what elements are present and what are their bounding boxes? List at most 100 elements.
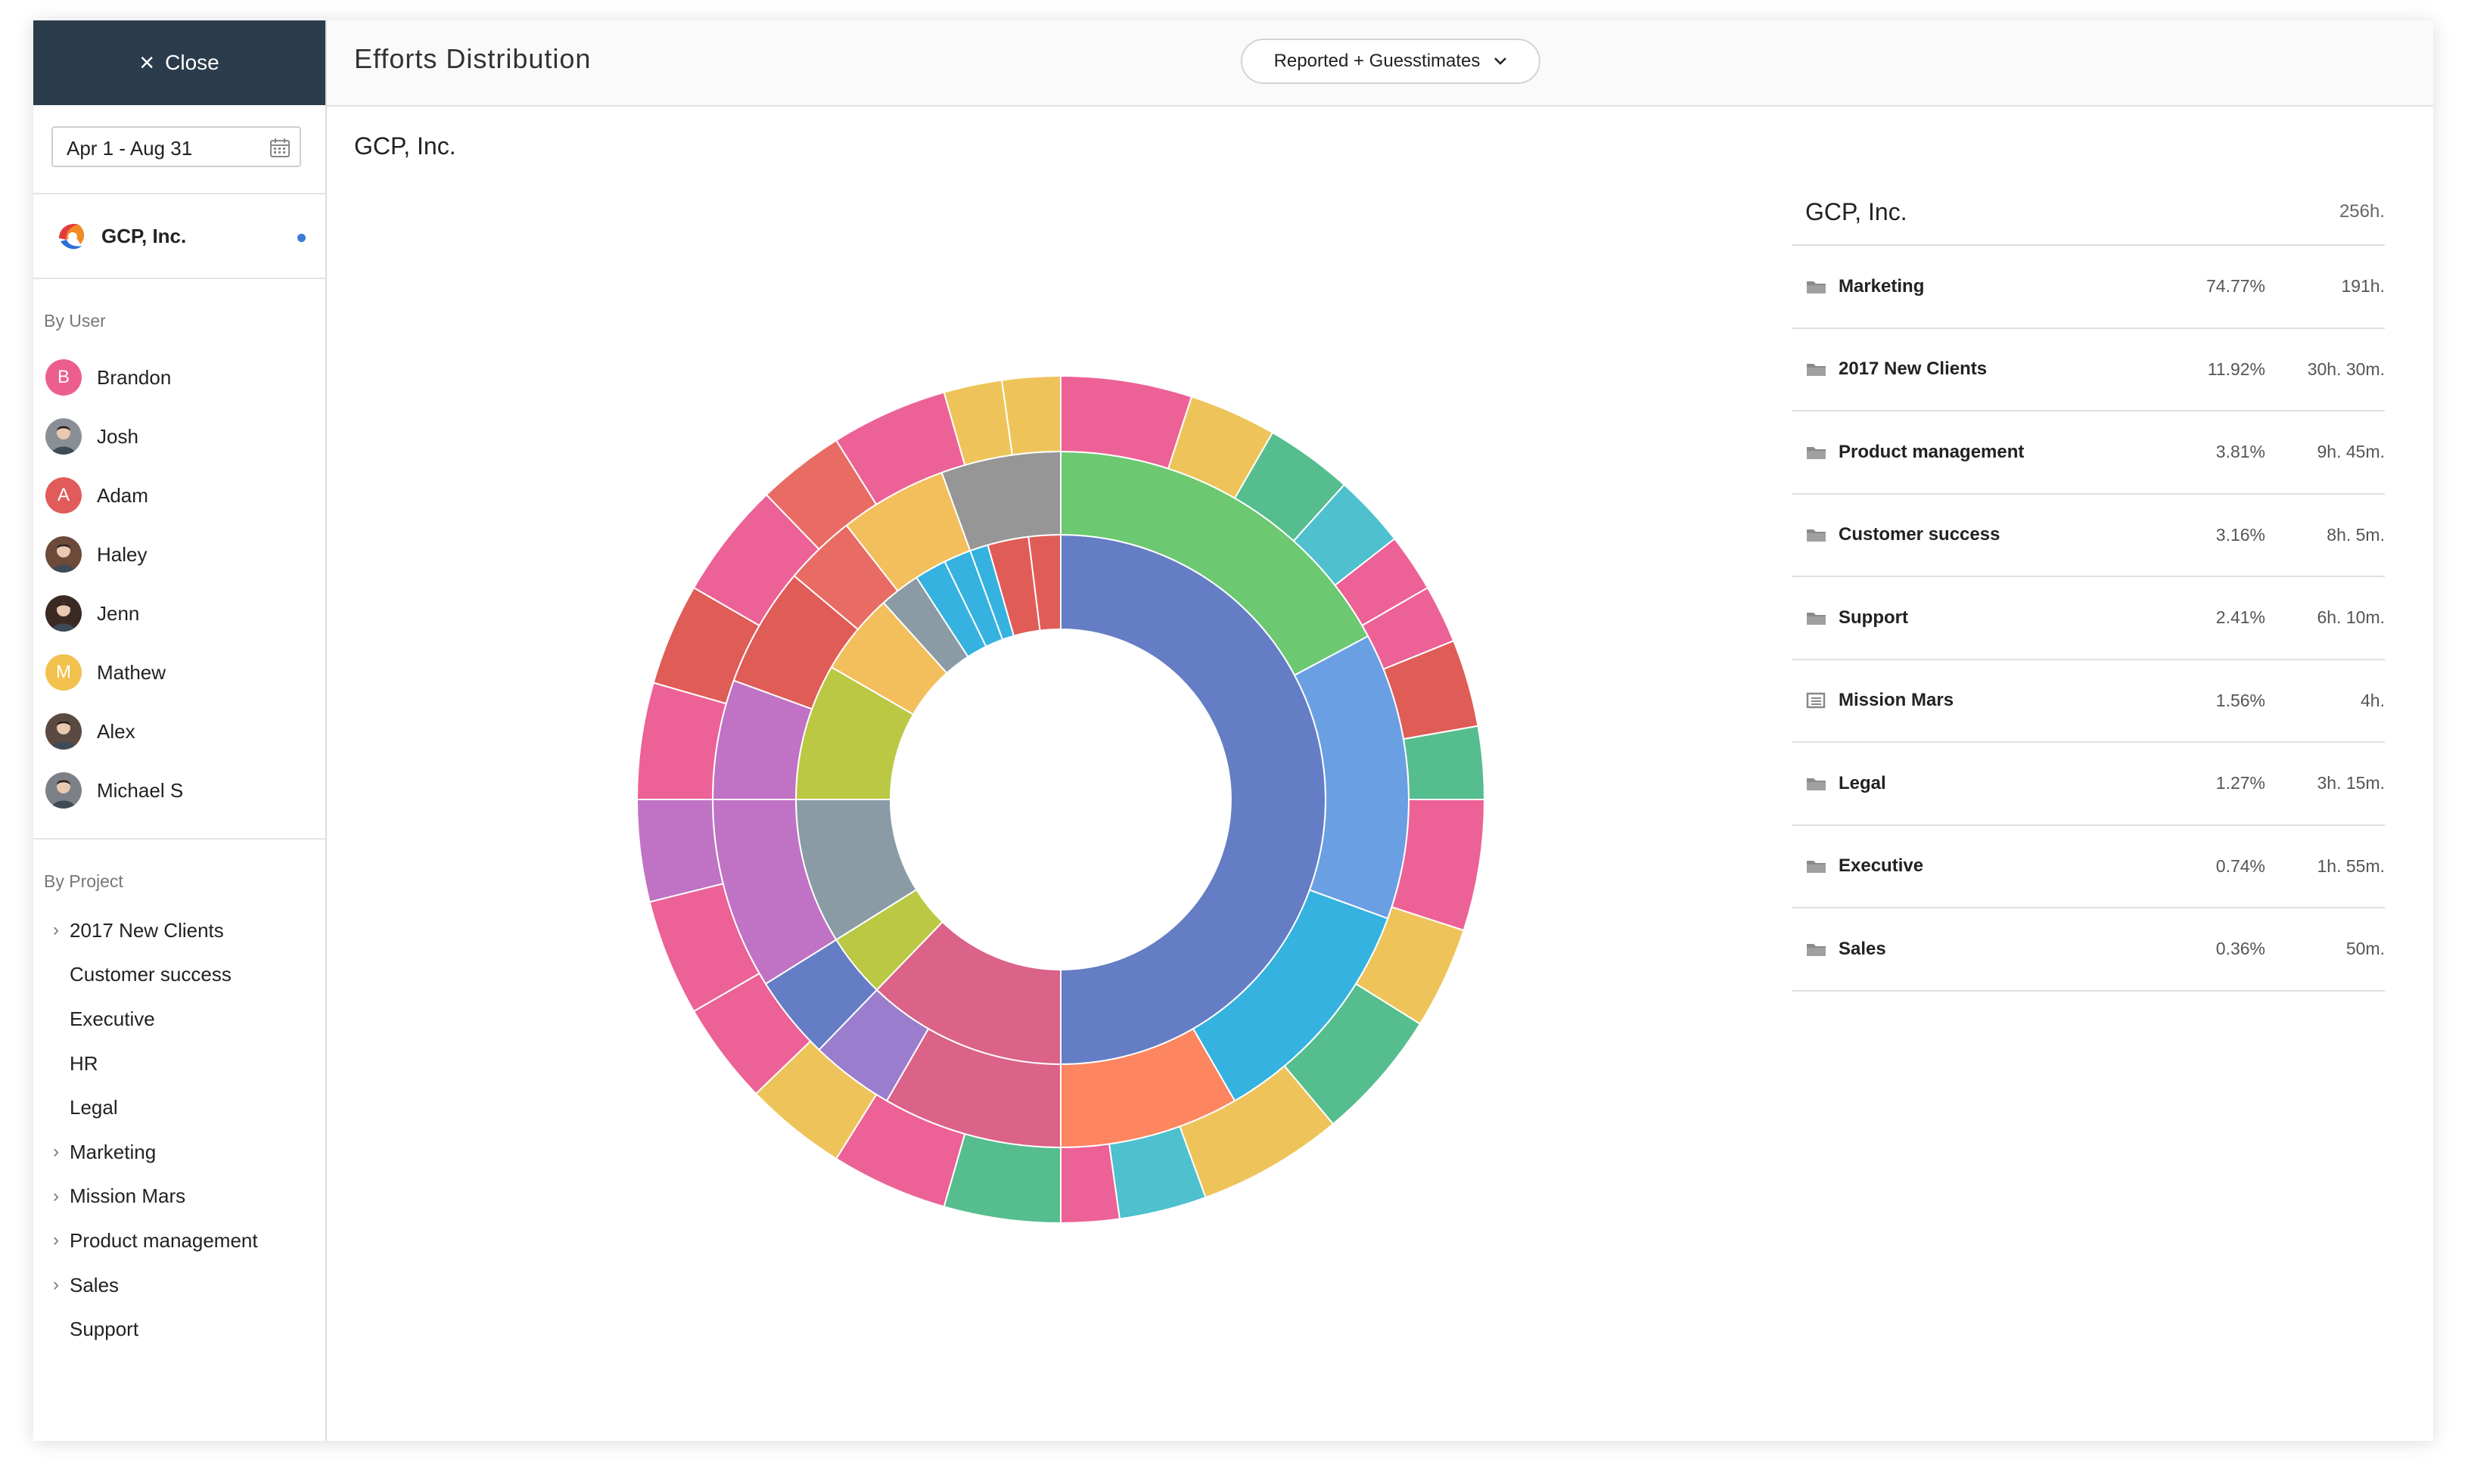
user-photo-avatar — [45, 713, 82, 750]
user-item[interactable]: Alex — [33, 702, 325, 761]
chevron-right-icon[interactable]: › — [53, 920, 59, 941]
project-percent: 0.74% — [2215, 855, 2265, 876]
date-section: Apr 1 - Aug 31 — [33, 105, 325, 194]
user-item[interactable]: Josh — [33, 407, 325, 466]
user-item[interactable]: Michael S — [33, 761, 325, 820]
folder-icon — [1807, 529, 1826, 542]
project-item[interactable]: ›Executive — [33, 997, 325, 1042]
user-name: Haley — [97, 542, 148, 566]
close-button[interactable]: × Close — [33, 20, 325, 105]
main-panel: Efforts Distribution Reported + Guesstim… — [327, 20, 2433, 1441]
project-name: Support — [70, 1318, 139, 1341]
project-item[interactable]: ›Customer success — [33, 953, 325, 998]
summary-title: GCP, Inc. — [1805, 197, 1907, 225]
project-label: Support — [1839, 607, 1908, 628]
summary-row[interactable]: 2017 New Clients 11.92% 30h. 30m. — [1792, 329, 2385, 411]
summary-list: GCP, Inc. 256h. Marketing 74.77% 191h. 2017… — [1792, 179, 2385, 992]
summary-row[interactable]: Mission Mars 1.56% 4h. — [1792, 660, 2385, 743]
mode-dropdown-label: Reported + Guesstimates — [1273, 51, 1481, 71]
project-percent: 1.56% — [2215, 690, 2265, 710]
summary-row[interactable]: Sales 0.36% 50m. — [1792, 908, 2385, 992]
user-name: Jenn — [97, 601, 140, 625]
active-indicator — [297, 234, 306, 242]
page-title: Efforts Distribution — [354, 43, 592, 74]
chevron-right-icon[interactable]: › — [53, 1141, 59, 1163]
sunburst-segment[interactable] — [1000, 374, 1062, 456]
project-percent: 0.36% — [2215, 939, 2265, 959]
project-name: Product management — [70, 1228, 258, 1252]
user-initial-avatar: A — [45, 477, 82, 514]
calendar-icon[interactable] — [269, 137, 291, 158]
summary-rows: Marketing 74.77% 191h. 2017 New Clients 11.9… — [1792, 246, 2385, 992]
close-icon: × — [139, 48, 155, 77]
chart-heading: GCP, Inc. — [354, 132, 456, 160]
project-label: Legal — [1839, 772, 1886, 793]
project-hours: 50m. — [2345, 939, 2385, 959]
summary-header: GCP, Inc. 256h. — [1792, 179, 2385, 246]
project-label: Executive — [1839, 855, 1924, 877]
chevron-right-icon[interactable]: › — [53, 1230, 59, 1251]
summary-row[interactable]: Legal 1.27% 3h. 15m. — [1792, 743, 2385, 826]
project-name: 2017 New Clients — [70, 918, 224, 942]
summary-row[interactable]: Executive 0.74% 1h. 55m. — [1792, 826, 2386, 908]
summary-row[interactable]: Support 2.41% 6h. 10m. — [1792, 577, 2385, 660]
app-window: × Close Apr 1 - Aug 31 — [33, 20, 2433, 1441]
project-hours: 1h. 55m. — [2317, 855, 2386, 876]
user-initial-avatar: M — [45, 654, 82, 691]
user-item[interactable]: A Adam — [33, 466, 325, 525]
user-item[interactable]: Jenn — [33, 584, 325, 643]
chevron-right-icon[interactable]: › — [53, 1274, 59, 1296]
user-item[interactable]: M Mathew — [33, 643, 325, 702]
folder-icon — [1807, 612, 1826, 625]
sunburst-segment[interactable] — [1402, 725, 1486, 800]
summary-row[interactable]: Product management 3.81% 9h. 45m. — [1792, 411, 2385, 495]
project-percent: 3.16% — [2215, 524, 2265, 545]
project-name: Executive — [70, 1007, 155, 1030]
project-item[interactable]: › Product management — [33, 1219, 325, 1263]
project-item[interactable]: ›Support — [33, 1307, 325, 1352]
list-icon — [1806, 693, 1826, 709]
project-name: Sales — [70, 1273, 120, 1296]
sunburst-chart — [636, 374, 1486, 1225]
folder-icon — [1807, 446, 1826, 459]
project-label: Customer success — [1839, 524, 2000, 545]
user-name: Mathew — [97, 660, 166, 684]
summary-total: 256h. — [2339, 201, 2385, 222]
mode-dropdown[interactable]: Reported + Guesstimates — [1241, 39, 1540, 84]
project-percent: 2.41% — [2215, 607, 2265, 628]
project-item[interactable]: › Mission Mars — [33, 1175, 325, 1219]
project-item[interactable]: ›HR — [33, 1042, 325, 1086]
sunburst-segment[interactable] — [1060, 1143, 1121, 1225]
project-label: Sales — [1839, 938, 1886, 959]
by-user-heading: By User — [44, 311, 106, 331]
summary-row[interactable]: Marketing 74.77% 191h. — [1792, 246, 2385, 329]
org-selector[interactable]: GCP, Inc. — [33, 194, 325, 279]
project-hours: 30h. 30m. — [2307, 359, 2385, 379]
project-name: Marketing — [70, 1140, 157, 1163]
sunburst-segment[interactable] — [636, 799, 724, 903]
org-logo — [59, 223, 85, 250]
project-name: Mission Mars — [70, 1184, 186, 1208]
user-photo-avatar — [45, 595, 82, 632]
project-label: Product management — [1839, 441, 2025, 462]
user-name: Brandon — [97, 365, 172, 389]
project-label: Marketing — [1839, 275, 1925, 296]
project-item[interactable]: › Marketing — [33, 1130, 325, 1175]
project-item[interactable]: › 2017 New Clients — [33, 908, 325, 953]
project-item[interactable]: ›Legal — [33, 1085, 325, 1130]
summary-row[interactable]: Customer success 3.16% 8h. 5m. — [1792, 495, 2385, 577]
project-percent: 3.81% — [2215, 442, 2265, 462]
folder-icon — [1807, 364, 1826, 377]
chevron-right-icon[interactable]: › — [53, 1185, 59, 1206]
folder-icon — [1807, 943, 1826, 956]
folder-icon — [1807, 281, 1826, 293]
org-name: GCP, Inc. — [101, 224, 187, 247]
user-item[interactable]: Haley — [33, 525, 325, 584]
project-label: Mission Mars — [1839, 690, 1954, 711]
user-photo-avatar — [45, 418, 82, 455]
main-header: Efforts Distribution Reported + Guesstim… — [327, 20, 2433, 107]
user-item[interactable]: B Brandon — [33, 348, 325, 407]
date-range-field[interactable]: Apr 1 - Aug 31 — [51, 126, 301, 167]
by-project-heading: By Project — [44, 871, 123, 891]
project-item[interactable]: › Sales — [33, 1263, 325, 1308]
